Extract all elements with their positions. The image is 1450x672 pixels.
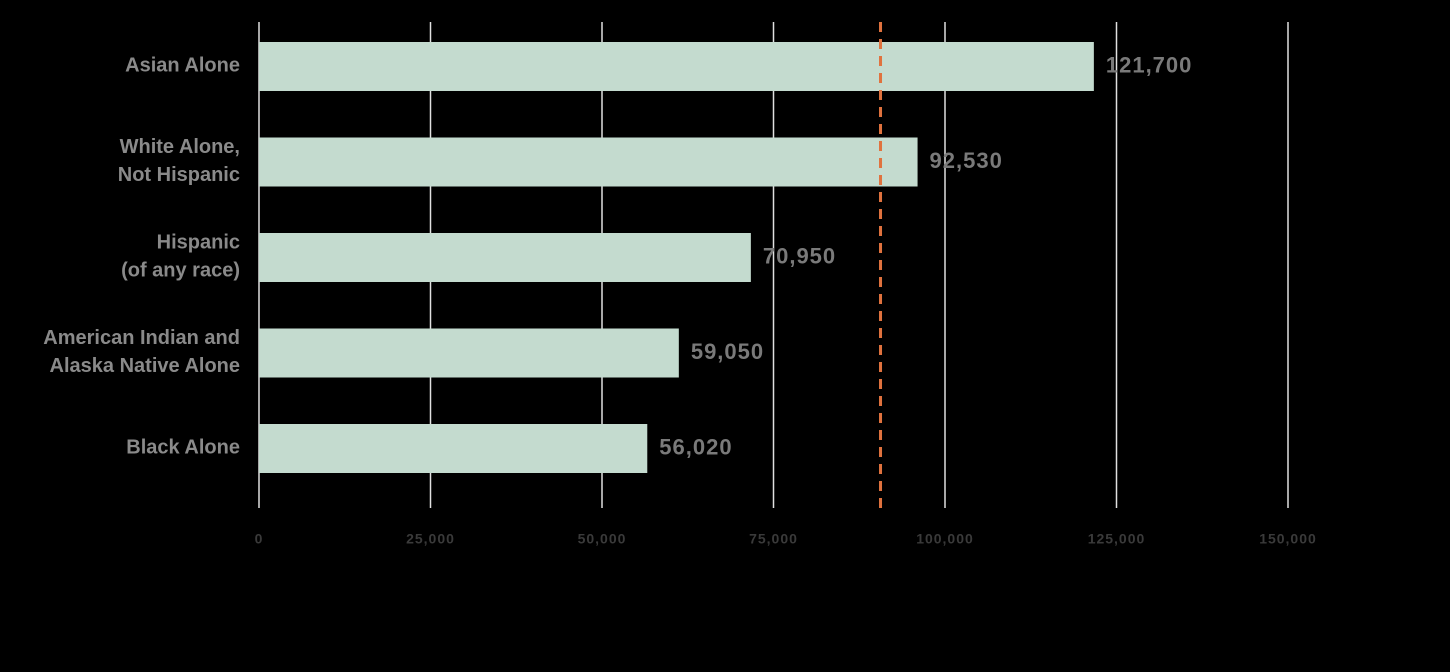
bar: [259, 137, 918, 187]
value-label: 70,950: [763, 243, 836, 268]
category-labels: Asian Alone White Alone, Not Hispanic Hispa…: [43, 55, 240, 459]
category-label-line: Black Alone: [126, 437, 240, 459]
bar: [259, 233, 751, 282]
category-label: American Indian and Alaska Native Alone: [43, 327, 240, 377]
category-label: Hispanic (of any race): [121, 232, 240, 282]
x-axis-tick-labels: 0 25,000 50,000 75,000 100,000 125,000 150,000: [255, 531, 1317, 547]
x-tick-label: 125,000: [1088, 531, 1146, 547]
value-label: 59,050: [691, 339, 764, 364]
category-label-line: American Indian and: [43, 327, 240, 349]
x-tick-label: 0: [255, 531, 264, 547]
value-label: 56,020: [659, 434, 732, 459]
value-label: 92,530: [930, 148, 1003, 173]
x-tick-label: 75,000: [749, 531, 798, 547]
category-label-line: Asian Alone: [125, 55, 240, 77]
bar: [259, 42, 1094, 91]
category-label-line: Hispanic: [157, 232, 240, 254]
x-tick-label: 50,000: [578, 531, 627, 547]
category-label-line: Alaska Native Alone: [50, 355, 240, 377]
category-label: Asian Alone: [125, 55, 240, 77]
x-tick-label: 25,000: [406, 531, 455, 547]
bars: [259, 42, 1094, 473]
category-label: Black Alone: [126, 437, 240, 459]
category-label-line: (of any race): [121, 260, 240, 282]
category-label-line: White Alone,: [120, 136, 240, 158]
category-label-line: Not Hispanic: [118, 164, 240, 186]
category-label: White Alone, Not Hispanic: [118, 136, 240, 186]
x-tick-label: 100,000: [916, 531, 974, 547]
x-tick-label: 150,000: [1259, 531, 1317, 547]
value-labels: 121,700 92,530 70,950 59,050 56,020: [659, 52, 1193, 459]
bar: [259, 328, 679, 378]
value-label: 121,700: [1106, 52, 1193, 77]
bar: [259, 424, 648, 473]
